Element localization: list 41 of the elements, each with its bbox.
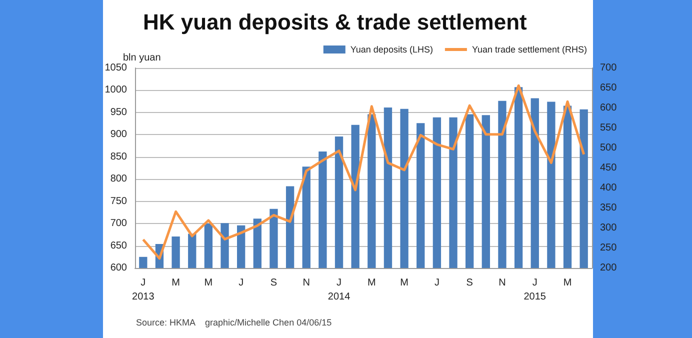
y2-tick-label: 500: [600, 142, 618, 154]
x-tick-label: J 2014: [328, 278, 351, 302]
x-tick-label: N: [302, 278, 310, 288]
y-tick-label: 650: [110, 240, 128, 252]
line-series: [142, 84, 586, 260]
y2-tick-label: 650: [600, 82, 618, 94]
legend-label: Yuan deposits (LHS): [350, 44, 433, 54]
text: Source: HKMA graphic/Michelle Chen 04/06/15: [136, 318, 332, 328]
y-tick-label: 850: [110, 151, 128, 162]
y2-tick-label: 450: [600, 162, 618, 174]
x-tick-label: J 2015: [524, 278, 546, 302]
x-tick-label: S: [466, 278, 474, 288]
x-tick-label: M: [172, 278, 180, 288]
x-tick-label: J: [238, 278, 244, 288]
x-tick-label: N: [498, 278, 506, 288]
y-tick-label: 900: [110, 129, 128, 140]
x-tick-label: S: [270, 278, 278, 288]
y-tick-label: 950: [110, 106, 128, 118]
y2-tick-label: 550: [600, 122, 618, 134]
y2-tick-label: 600: [600, 102, 618, 114]
x-tick-label: M: [367, 278, 376, 288]
chart-title: HK yuan deposits & trade settlement: [143, 10, 528, 34]
x-tick-label: M: [563, 278, 572, 288]
y-axis-title: bln yuan: [123, 52, 161, 64]
y-tick-label: 700: [110, 218, 128, 230]
y2-tick-label: 400: [600, 182, 618, 194]
x-tick-label: J 2013: [132, 278, 155, 302]
y-tick-label: 750: [110, 196, 128, 207]
y2-tick-label: 200: [600, 262, 618, 274]
x-tick-label: J: [434, 278, 440, 288]
legend-label: Yuan trade settlement (RHS): [472, 44, 588, 54]
x-tick-label: M: [204, 278, 213, 288]
y2-tick-label: 700: [600, 62, 618, 74]
y-tick-label: 1000: [104, 84, 128, 96]
y2-tick-label: 300: [600, 222, 618, 234]
y2-tick-label: 350: [600, 202, 618, 214]
y-tick-label: 800: [110, 174, 128, 185]
x-tick-label: M: [400, 278, 408, 288]
y2-tick-label: 250: [600, 242, 618, 254]
y-tick-label: 1050: [104, 62, 128, 74]
y-tick-label: 600: [110, 262, 128, 274]
